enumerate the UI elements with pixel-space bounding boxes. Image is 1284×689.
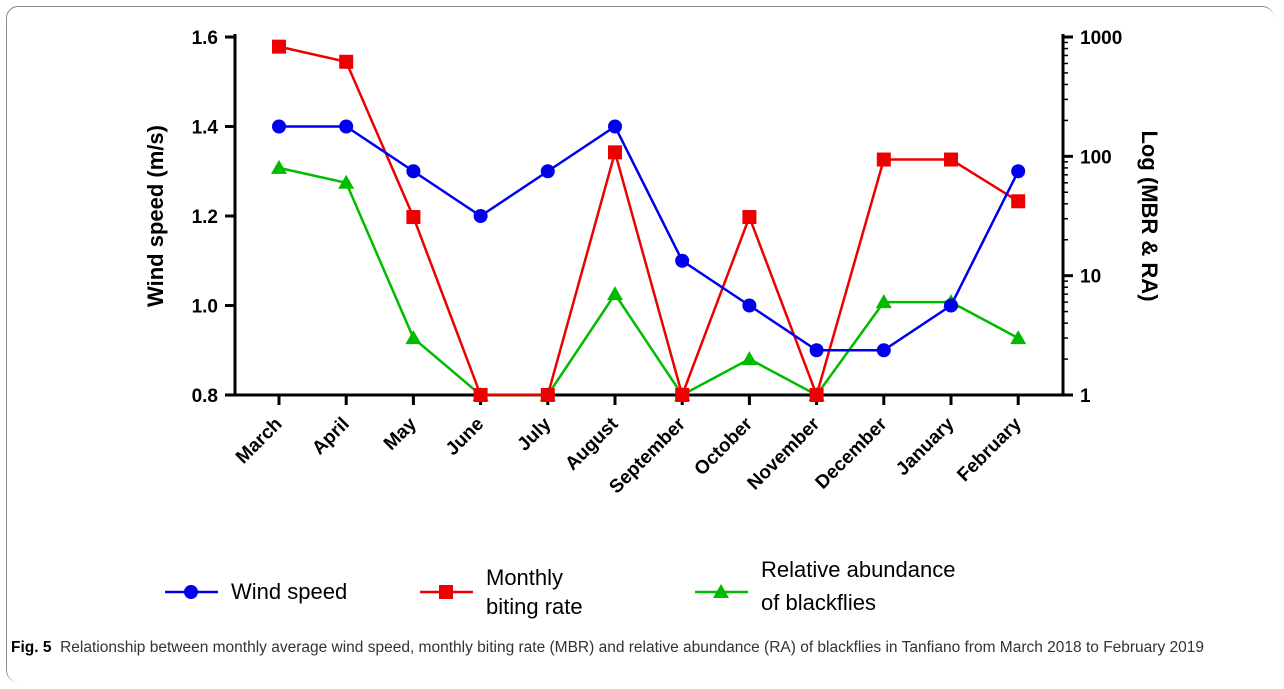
x-tick-label: April — [308, 414, 353, 459]
data-point — [876, 343, 891, 358]
data-point — [607, 286, 623, 301]
x-tick-label: June — [442, 414, 488, 460]
data-point — [272, 119, 286, 134]
data-point — [473, 388, 488, 402]
data-point — [339, 119, 354, 134]
series-line — [279, 124, 1020, 352]
x-tick-label: August — [561, 413, 623, 475]
data-point — [944, 152, 958, 167]
data-point — [1011, 164, 1026, 179]
x-tick-label: January — [892, 413, 959, 480]
data-point — [675, 253, 690, 268]
axes: 0.8 1.0 1.2 1.4 1.6 1 10 100 1000 March April May Ju… — [143, 28, 1162, 498]
caption-text: Relationship between monthly average win… — [60, 639, 1204, 656]
legend-marker — [184, 585, 198, 599]
x-tick-label: July — [514, 413, 556, 455]
x-tick-label: March — [232, 414, 286, 468]
series-line — [278, 166, 1019, 397]
right-tick-label: 1000 — [1080, 28, 1122, 49]
data-point — [271, 159, 287, 174]
data-point — [473, 209, 488, 223]
data-point — [272, 39, 286, 54]
right-tick-label: 100 — [1080, 147, 1112, 168]
legend-marker — [439, 585, 453, 599]
data-point — [406, 210, 421, 225]
data-point — [675, 388, 690, 402]
data-point — [742, 210, 757, 225]
left-tick-label: 1.6 — [192, 28, 218, 49]
data-point — [742, 298, 757, 313]
left-axis-title: Wind speed (m/s) — [143, 125, 168, 307]
data-point — [338, 174, 355, 189]
legend-marker — [713, 584, 729, 598]
left-tick-label: 1.4 — [192, 118, 219, 139]
data-point — [944, 298, 958, 313]
data-point — [1010, 330, 1027, 345]
legend-label: Monthly — [486, 565, 563, 590]
caption-label: Fig. 5 — [11, 639, 52, 656]
left-tick-label: 1.0 — [192, 297, 218, 318]
legend-label: biting rate — [486, 594, 583, 619]
x-tick-label: October — [691, 413, 758, 480]
data-point — [608, 119, 622, 134]
legend-label: Relative abundance — [761, 557, 955, 582]
data-point — [608, 145, 622, 160]
right-axis-title: Log (MBR & RA) — [1137, 130, 1162, 301]
right-tick-label: 10 — [1080, 267, 1101, 288]
data-point — [405, 330, 422, 345]
data-point — [540, 388, 555, 402]
left-tick-label: 1.2 — [192, 207, 218, 228]
data-point — [406, 164, 421, 179]
x-tick-label: November — [744, 413, 825, 494]
data-point — [809, 343, 824, 358]
legend-label: Wind speed — [231, 579, 347, 604]
x-tick-label: December — [812, 413, 892, 493]
figure-caption: Fig. 5 Relationship between monthly aver… — [11, 637, 1273, 659]
legend-label: of blackflies — [761, 590, 876, 615]
legend: Wind speed Monthly biting rate Relative abu… — [165, 557, 955, 619]
data-point — [540, 164, 555, 179]
x-tick-label: May — [380, 413, 421, 454]
data-point — [875, 294, 892, 309]
series-layer — [271, 39, 1027, 402]
data-point — [741, 351, 758, 366]
data-point — [339, 54, 354, 69]
series-line — [278, 45, 1019, 400]
data-point — [809, 388, 824, 402]
x-tick-label: February — [953, 413, 1026, 486]
left-tick-label: 0.8 — [192, 386, 218, 407]
data-point — [1011, 194, 1026, 209]
right-tick-label: 1 — [1080, 386, 1091, 407]
data-point — [876, 152, 891, 167]
figure-frame — [6, 6, 1274, 682]
